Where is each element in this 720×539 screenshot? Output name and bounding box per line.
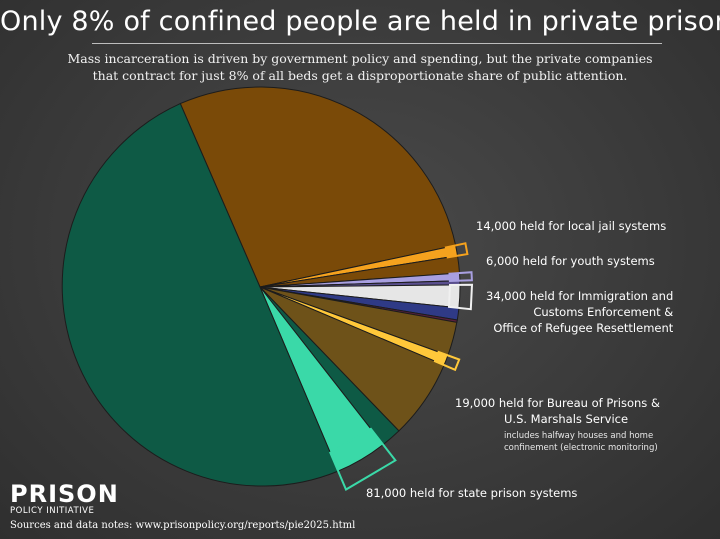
slice-local-jail <box>179 86 457 288</box>
label-bop: 19,000 held for Bureau of Prisons & U.S.… <box>455 395 660 454</box>
label-ice-line-3: Office of Refugee Resettlement <box>493 321 674 335</box>
callout-ice <box>447 283 474 311</box>
subtitle-line-1: Mass incarceration is driven by governme… <box>67 51 653 66</box>
label-local-jail: 14,000 held for local jail systems <box>476 218 666 234</box>
callout-bop <box>433 350 461 372</box>
label-state-text: 81,000 held for state prison systems <box>366 486 578 500</box>
title-rule <box>92 43 662 44</box>
logo-tagline: POLICY INITIATIVE <box>10 506 95 516</box>
label-youth: 6,000 held for youth systems <box>486 253 655 269</box>
callout-state <box>329 427 397 491</box>
slice-state <box>61 102 339 487</box>
callout-local-jail <box>444 242 469 259</box>
label-bop-line-2: U.S. Marshals Service <box>504 412 629 426</box>
label-local-jail-text: 14,000 held for local jail systems <box>476 219 667 233</box>
label-bop-line-1: 19,000 held for Bureau of Prisons & <box>455 396 660 410</box>
label-ice: 34,000 held for Immigration and Customs … <box>486 288 673 336</box>
subtitle-line-2: that contract for just 8% of all beds ge… <box>92 68 628 83</box>
chart-subtitle: Mass incarceration is driven by governme… <box>60 50 660 84</box>
label-bop-note-2: confinement (electronic monitoring) <box>504 443 658 453</box>
label-youth-text: 6,000 held for youth systems <box>486 254 655 268</box>
label-state: 81,000 held for state prison systems <box>366 485 577 501</box>
logo-name: PRISON <box>10 480 119 508</box>
label-bop-note-1: includes halfway houses and home <box>504 431 654 441</box>
label-ice-line-1: 34,000 held for Immigration and <box>486 289 674 303</box>
prison-policy-logo: PRISON POLICY INITIATIVE <box>10 482 119 516</box>
callout-youth <box>448 271 473 283</box>
chart-title: Only 8% of confined people are held in p… <box>0 6 720 37</box>
label-ice-line-2: Customs Enforcement & <box>533 305 674 319</box>
source-note: Sources and data notes: www.prisonpolicy… <box>10 520 356 531</box>
